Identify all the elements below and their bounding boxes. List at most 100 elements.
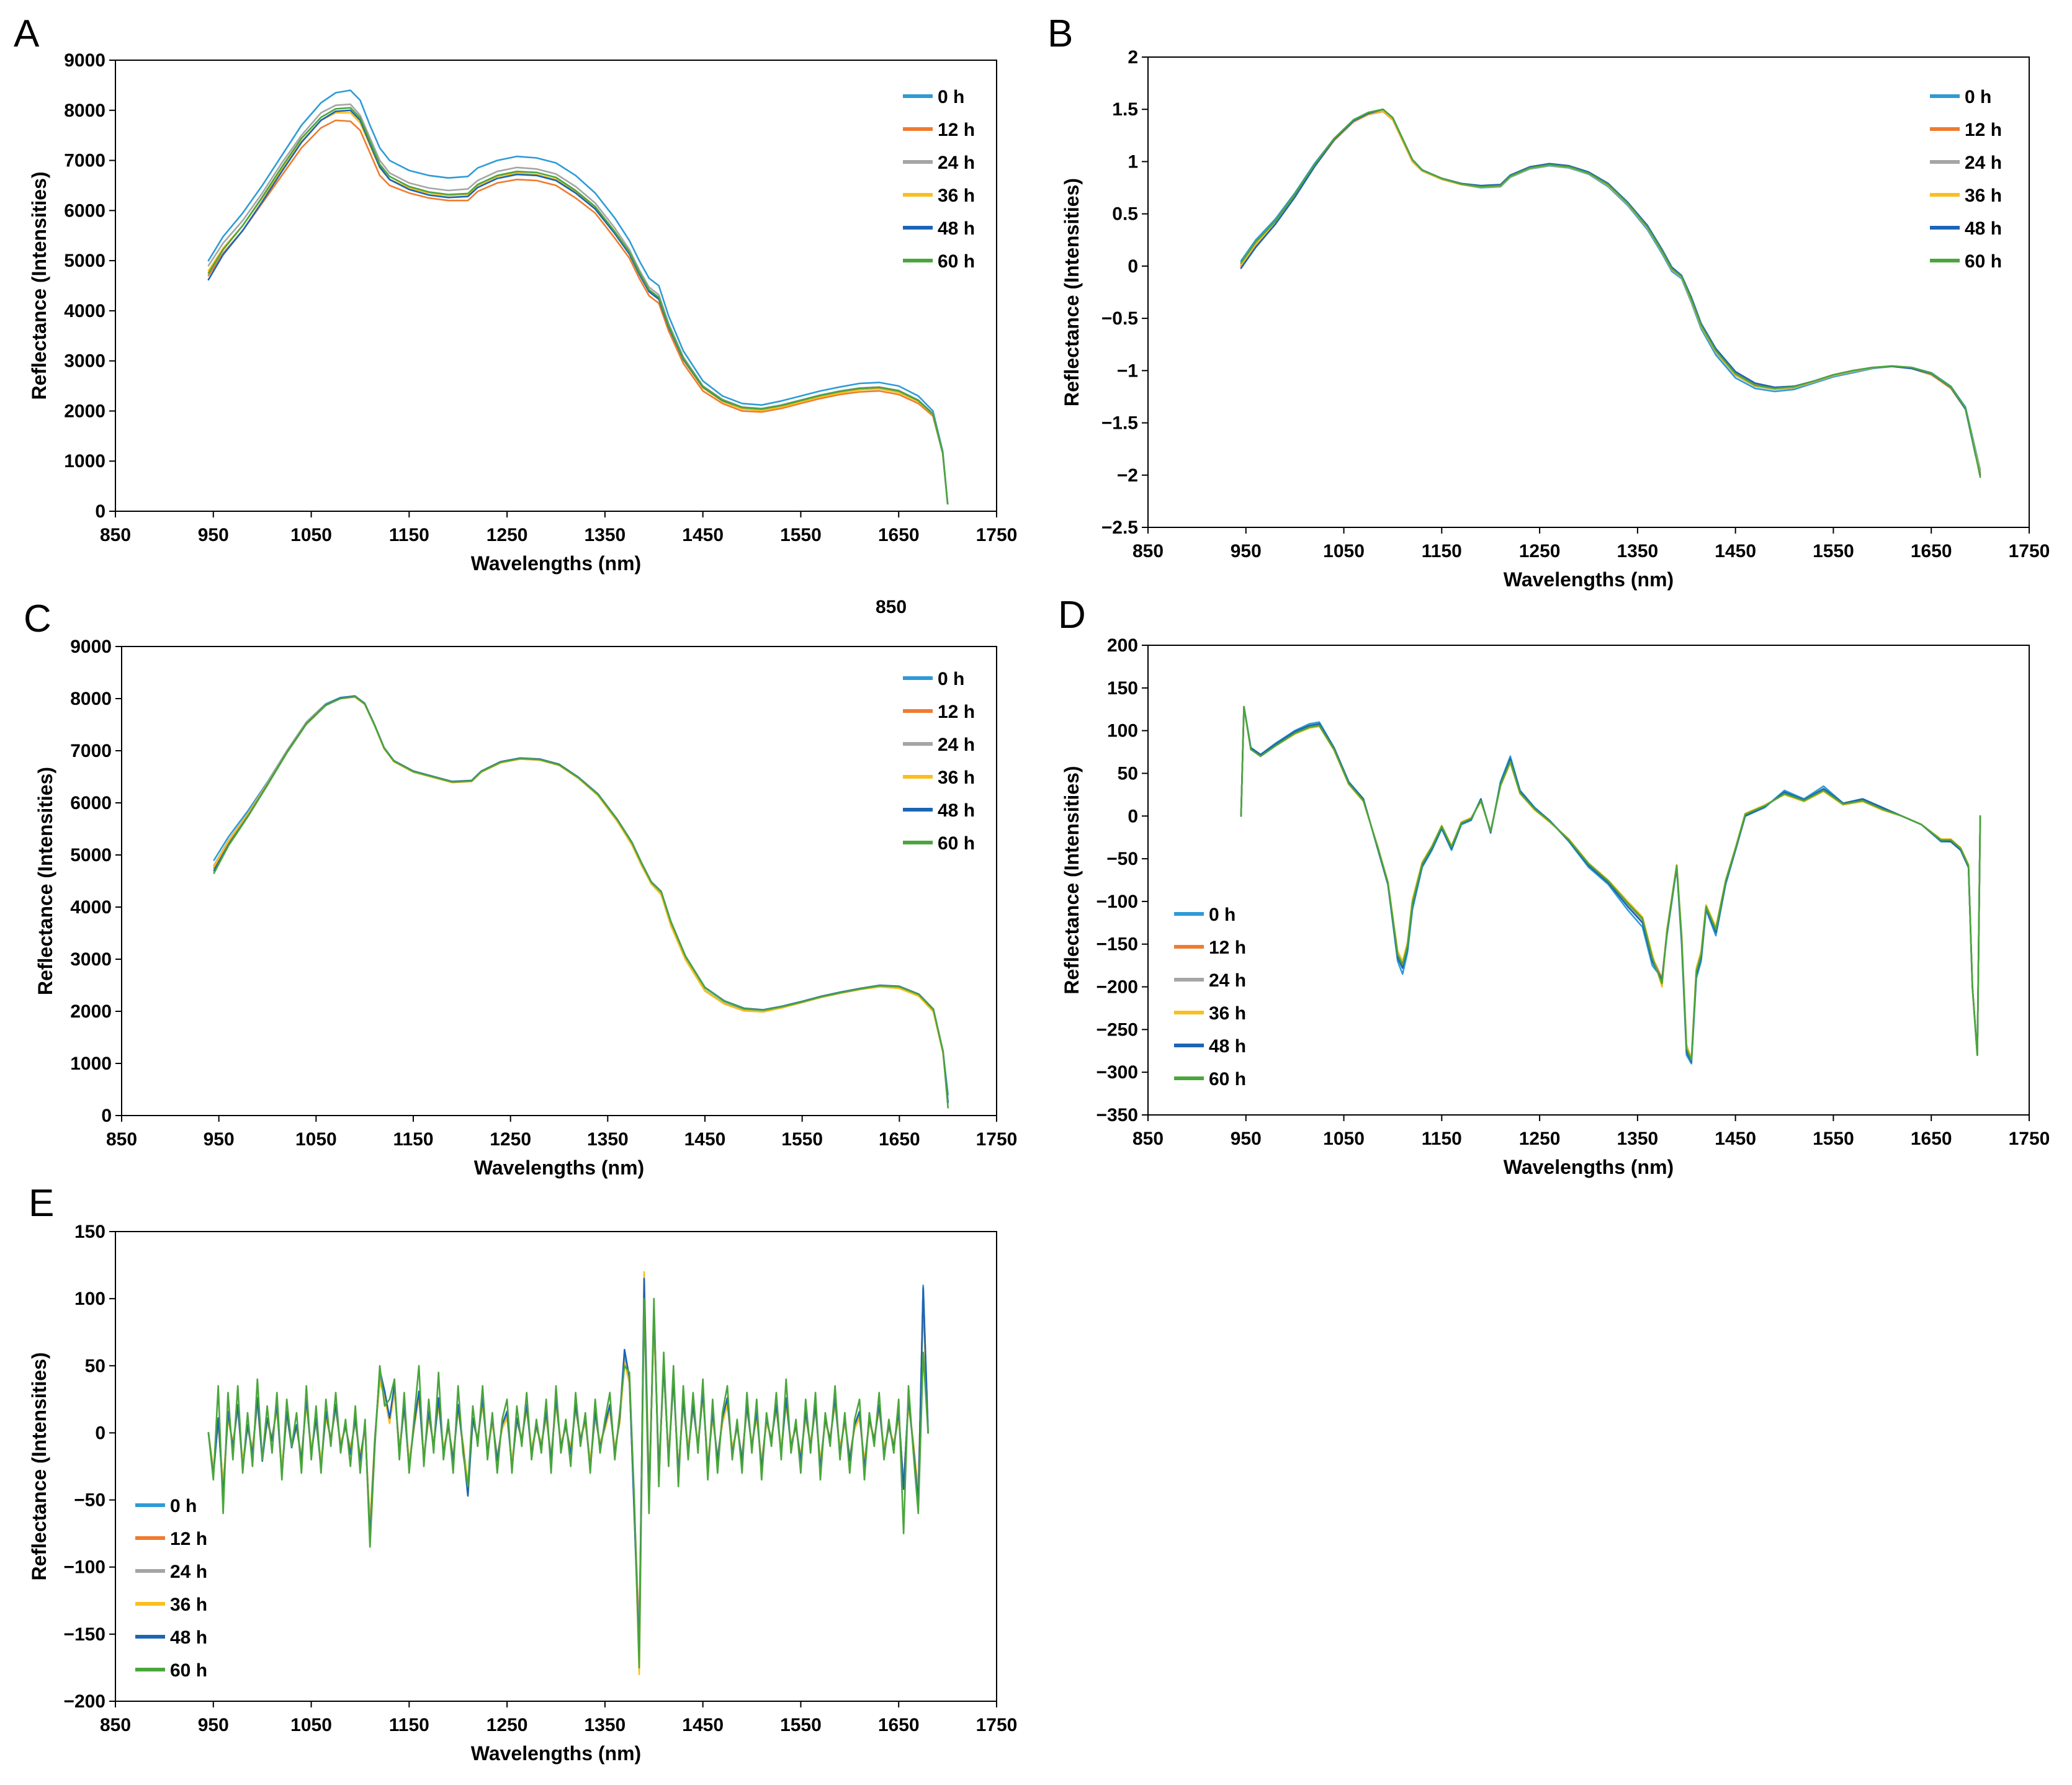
legend-label: 48 h [1209, 1036, 1246, 1057]
y-axis-title: Reflectance (Intensities) [1061, 766, 1083, 994]
y-tick-label: 200 [1107, 635, 1138, 656]
x-tick-label: 1350 [585, 1715, 626, 1735]
x-tick-label: 1350 [1617, 1129, 1659, 1149]
x-tick-label: 950 [1231, 1129, 1262, 1149]
legend-label: 48 h [1965, 218, 2002, 239]
x-tick-label: 1050 [295, 1129, 337, 1150]
y-tick-label: −150 [1096, 934, 1138, 955]
x-tick-label: 1150 [1422, 541, 1462, 561]
x-tick-label: 1250 [1519, 541, 1561, 561]
series-line-60h [1240, 705, 1981, 1062]
x-tick-label: 1550 [780, 1715, 822, 1735]
y-tick-label: 7000 [70, 741, 112, 761]
y-tick-label: 100 [74, 1289, 105, 1309]
series-line-48h [207, 109, 949, 505]
y-tick-label: 0 [101, 1106, 112, 1126]
x-tick-label: 1150 [393, 1129, 433, 1150]
panel-letter-b: B [1047, 12, 1073, 55]
series-line-24h [1240, 109, 1981, 473]
series-line-12h [213, 696, 949, 1104]
legend-label: 36 h [170, 1595, 207, 1615]
x-tick-label: 1150 [1422, 1129, 1462, 1149]
y-tick-label: 6000 [64, 200, 105, 221]
y-tick-label: −1.5 [1101, 413, 1138, 434]
y-tick-label: 1 [1128, 151, 1138, 172]
legend-label: 36 h [938, 767, 975, 788]
x-tick-label: 1050 [290, 525, 332, 545]
legend-label: 36 h [938, 186, 975, 206]
series-line-36h [207, 112, 949, 505]
x-tick-label: 1350 [587, 1129, 629, 1150]
x-axis-title: Wavelengths (nm) [474, 1156, 644, 1179]
x-tick-label: 1750 [2009, 1129, 2050, 1149]
y-tick-label: 4000 [64, 301, 105, 321]
x-tick-label: 950 [198, 1715, 229, 1735]
x-tick-label: 1150 [389, 525, 429, 545]
panel-letter-c: C [24, 597, 52, 640]
y-tick-label: 3000 [64, 351, 105, 372]
legend-label: 48 h [938, 218, 975, 239]
series-line-12h [207, 119, 949, 505]
y-tick-label: 150 [1107, 678, 1138, 699]
legend-label: 12 h [1209, 937, 1246, 958]
plot-frame-b [1147, 56, 2030, 528]
x-tick-label: 1750 [2009, 541, 2050, 561]
y-tick-label: 0.5 [1112, 204, 1138, 225]
x-tick-label: 1450 [1715, 1129, 1756, 1149]
panel-letter-e: E [29, 1182, 54, 1225]
panel-letter-d: D [1058, 594, 1086, 637]
x-tick-label: 1250 [487, 1715, 528, 1735]
series-line-48h [213, 695, 949, 1104]
y-tick-label: 100 [1107, 721, 1138, 741]
x-axis-title: Wavelengths (nm) [1504, 1156, 1674, 1178]
x-tick-label: 1050 [1323, 1129, 1365, 1149]
legend-label: 24 h [170, 1562, 207, 1582]
x-tick-label: 1750 [976, 1715, 1018, 1735]
y-tick-label: −200 [1096, 977, 1138, 998]
x-tick-label: 1650 [1911, 1129, 1952, 1149]
x-tick-label: 850 [106, 1129, 137, 1150]
plot-frame-c [121, 646, 997, 1116]
y-tick-label: 0 [95, 501, 105, 522]
plot-frame-d [1147, 645, 2030, 1116]
y-tick-label: −100 [63, 1557, 105, 1578]
y-tick-label: −350 [1096, 1105, 1138, 1125]
series-line-0h [207, 89, 949, 505]
panel-e: E 850 950 1050 1150 1250 1350 1450 1550 1650 1750 −… [28, 1182, 1017, 1765]
x-tick-label: 1450 [682, 1715, 724, 1735]
legend-label: 36 h [1965, 186, 2002, 206]
legend-label: 0 h [1965, 87, 1991, 107]
y-axis-title: Reflectance (Intensities) [28, 171, 50, 400]
series-line-60h [1240, 108, 1981, 478]
y-tick-label: 8000 [70, 689, 112, 709]
y-tick-label: −300 [1096, 1062, 1138, 1083]
y-tick-label: 50 [85, 1356, 105, 1376]
legend-label: 48 h [170, 1627, 207, 1648]
legend-label: 24 h [1209, 970, 1246, 991]
legend-label: 0 h [170, 1496, 197, 1516]
y-axis-title: Reflectance (Intensities) [34, 767, 56, 995]
y-tick-label: 5000 [64, 251, 105, 271]
y-tick-label: 150 [74, 1222, 105, 1242]
series-line-36h [213, 696, 949, 1104]
legend-label: 0 h [1209, 905, 1236, 925]
x-tick-label: 1150 [389, 1715, 429, 1735]
y-tick-label: 9000 [64, 50, 105, 71]
x-tick-label: 1650 [879, 1129, 920, 1150]
x-tick-label: 1050 [290, 1715, 332, 1735]
panel-d: D 850 950 1050 1150 1250 1350 1450 1550 1650 1750 −… [1058, 594, 2050, 1178]
y-tick-label: 2 [1128, 47, 1138, 68]
y-tick-label: 0 [1128, 806, 1138, 826]
legend-label: 12 h [1965, 120, 2002, 140]
y-tick-label: −2.5 [1101, 517, 1138, 538]
y-tick-label: −100 [1096, 892, 1138, 912]
series-line-60h [213, 696, 949, 1109]
y-tick-label: 8000 [64, 101, 105, 121]
series-line-48h [1240, 108, 1981, 476]
panel-c: C 850 950 1050 1150 1250 1350 1450 1550 1650 1750 0… [24, 597, 1017, 1179]
plot-frame-e [115, 1231, 997, 1702]
legend-label: 12 h [938, 120, 975, 140]
x-tick-label: 950 [198, 525, 229, 545]
series-line-24h [207, 103, 949, 505]
